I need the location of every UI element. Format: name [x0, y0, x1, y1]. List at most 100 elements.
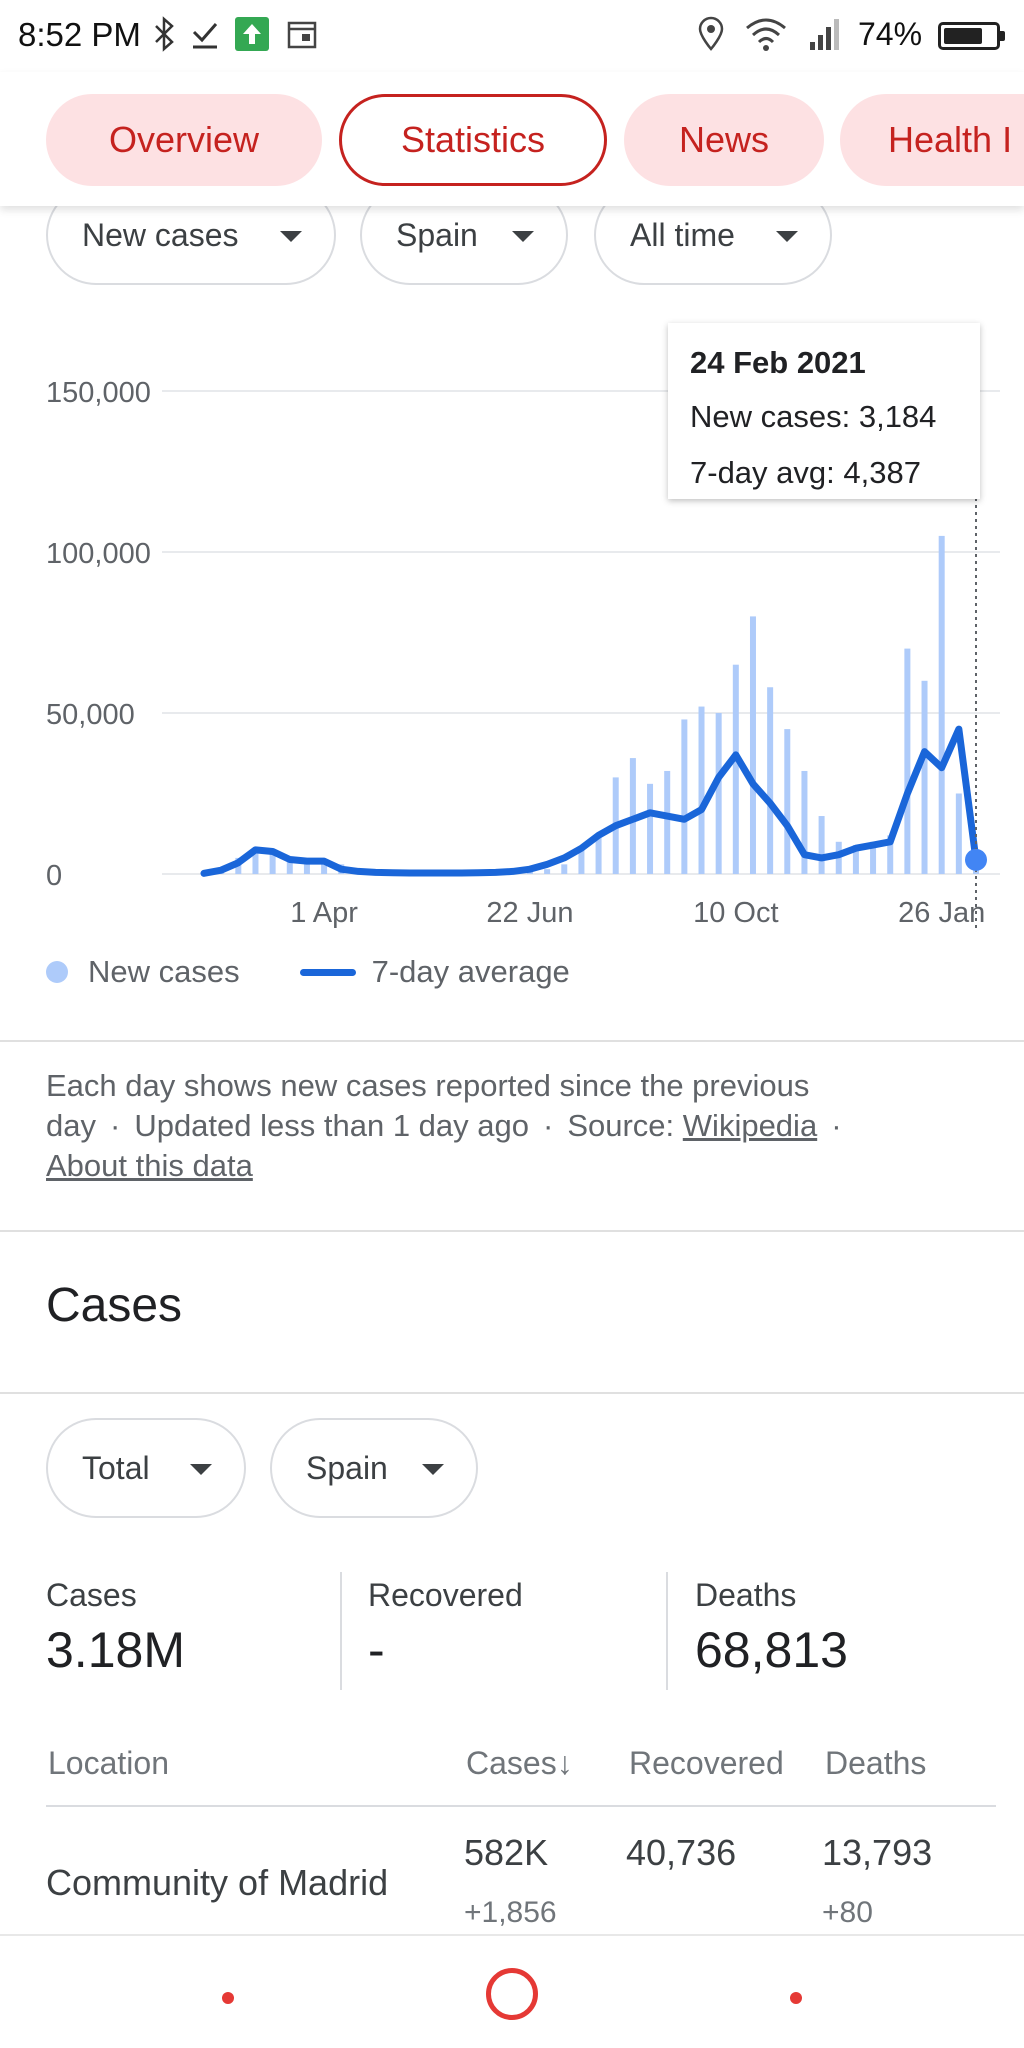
row-deaths: 13,793 — [822, 1832, 933, 1873]
stat-separator — [666, 1572, 668, 1690]
new-cases-bar — [784, 729, 791, 874]
nav-menu-button[interactable] — [222, 1992, 234, 2004]
column-header-cases[interactable]: Cases↓ — [466, 1740, 573, 1786]
divider — [0, 1230, 1024, 1232]
new-cases-bar — [286, 859, 293, 874]
stat-separator — [340, 1572, 342, 1690]
divider — [0, 1392, 1024, 1394]
footnote-source-label: Source: — [567, 1108, 675, 1143]
stat-deaths: Deaths 68,813 — [695, 1572, 848, 1692]
location-icon — [696, 14, 726, 54]
status-bar: 8:52 PM 74% — [0, 0, 1024, 72]
new-cases-bar — [321, 862, 328, 874]
row-cases-new: +1,856 — [464, 1896, 557, 1929]
battery-level-fill — [944, 28, 983, 44]
stat-cases: Cases 3.18M — [46, 1572, 185, 1692]
new-cases-bar — [681, 719, 688, 874]
cell-signal-icon — [808, 14, 840, 54]
row-cases: 582K — [464, 1832, 549, 1873]
new-cases-bar — [767, 687, 774, 874]
legend-label-new-cases: New cases — [88, 954, 240, 989]
nav-back-button[interactable] — [790, 1992, 802, 2004]
region-filter-label: Spain — [396, 216, 478, 253]
legend-label-average: 7-day average — [371, 954, 570, 989]
tab-news[interactable]: News — [624, 94, 824, 186]
column-header-deaths[interactable]: Deaths — [825, 1745, 927, 1781]
average-legend-swatch — [299, 968, 356, 976]
chart-footnote: Each day shows new cases reported since … — [46, 1068, 842, 1183]
new-cases-bar — [303, 861, 310, 874]
x-tick-label: 22 Jun — [486, 897, 573, 929]
new-cases-bar — [904, 648, 911, 874]
cases-section-title: Cases — [46, 1279, 183, 1332]
divider — [0, 1040, 1024, 1042]
footnote-description: Each day shows new cases reported since … — [46, 1068, 810, 1143]
new-cases-bar — [921, 680, 928, 874]
tab-overview[interactable]: Overview — [46, 94, 322, 186]
total-filter-label: Total — [82, 1449, 150, 1486]
new-cases-bar — [732, 664, 739, 874]
total-filter-dropdown[interactable]: Total — [46, 1418, 246, 1518]
about-this-data-link[interactable]: About this data — [46, 1148, 253, 1183]
x-tick-label: 26 Jan — [898, 897, 985, 929]
new-cases-bar — [818, 816, 825, 874]
dropdown-arrow-icon — [512, 231, 534, 242]
cases-region-filter-label: Spain — [306, 1449, 388, 1486]
row-location: Community of Madrid — [46, 1862, 389, 1903]
dropdown-arrow-icon — [776, 231, 798, 242]
new-cases-bar — [801, 770, 808, 874]
tooltip-new-cases: New cases: 3,184 — [690, 399, 937, 434]
new-cases-bar — [664, 770, 671, 874]
chart-tooltip: 24 Feb 2021 New cases: 3,184 7-day avg: … — [668, 323, 980, 499]
app-update-icon — [234, 14, 270, 54]
nav-home-button[interactable] — [486, 1968, 538, 2020]
metric-filter-label: New cases — [82, 216, 239, 253]
new-cases-bar — [544, 869, 551, 874]
download-done-icon — [190, 14, 220, 54]
column-header-location[interactable]: Location — [48, 1745, 169, 1781]
y-tick-label: 0 — [46, 860, 62, 892]
sort-descending-icon: ↓ — [556, 1745, 573, 1781]
dropdown-arrow-icon — [280, 231, 302, 242]
x-tick-label: 10 Oct — [693, 897, 778, 929]
dropdown-arrow-icon — [422, 1464, 444, 1475]
tooltip-date: 24 Feb 2021 — [690, 345, 866, 380]
new-cases-bar — [698, 706, 705, 874]
table-header-rule — [46, 1805, 996, 1807]
y-tick-label: 100,000 — [46, 538, 151, 570]
new-cases-bar — [595, 835, 602, 874]
bluetooth-icon — [152, 14, 176, 54]
battery-percentage: 74% — [858, 16, 923, 52]
dropdown-arrow-icon — [190, 1464, 212, 1475]
stat-deaths-value: 68,813 — [695, 1622, 848, 1678]
new-cases-bar — [955, 793, 962, 874]
column-header-recovered[interactable]: Recovered — [629, 1745, 784, 1781]
y-tick-label: 50,000 — [46, 699, 135, 731]
wifi-icon — [744, 14, 788, 54]
stat-recovered-value: - — [368, 1622, 385, 1678]
footnote-updated: Updated less than 1 day ago — [134, 1108, 529, 1143]
tooltip-average: 7-day avg: 4,387 — [690, 455, 921, 490]
stat-cases-label: Cases — [46, 1577, 137, 1613]
new-cases-legend-swatch — [46, 961, 68, 983]
cases-region-filter-dropdown[interactable]: Spain — [270, 1418, 478, 1518]
top-tabs: Overview Statistics News Health I — [0, 72, 1024, 206]
system-nav-bar — [0, 1934, 1024, 2048]
y-tick-label: 150,000 — [46, 377, 151, 409]
source-wikipedia-link[interactable]: Wikipedia — [682, 1108, 818, 1143]
tab-statistics[interactable]: Statistics — [339, 94, 607, 186]
stat-recovered: Recovered - — [368, 1572, 523, 1692]
stat-cases-value: 3.18M — [46, 1622, 185, 1678]
new-cases-bar — [578, 848, 585, 874]
tab-health[interactable]: Health I — [840, 94, 1024, 186]
calendar-icon — [286, 14, 318, 54]
new-cases-bar — [749, 616, 756, 874]
selected-point-marker — [965, 848, 987, 871]
new-cases-bar — [269, 851, 276, 874]
new-cases-bar — [887, 835, 894, 874]
new-cases-chart[interactable]: 0 50,000 100,000 150,000 1 Apr 22 Jun 10 Oct 2… — [0, 310, 1024, 950]
new-cases-bar — [870, 841, 877, 874]
new-cases-bar — [252, 849, 259, 874]
stat-deaths-label: Deaths — [695, 1577, 797, 1613]
x-tick-label: 1 Apr — [290, 897, 358, 929]
